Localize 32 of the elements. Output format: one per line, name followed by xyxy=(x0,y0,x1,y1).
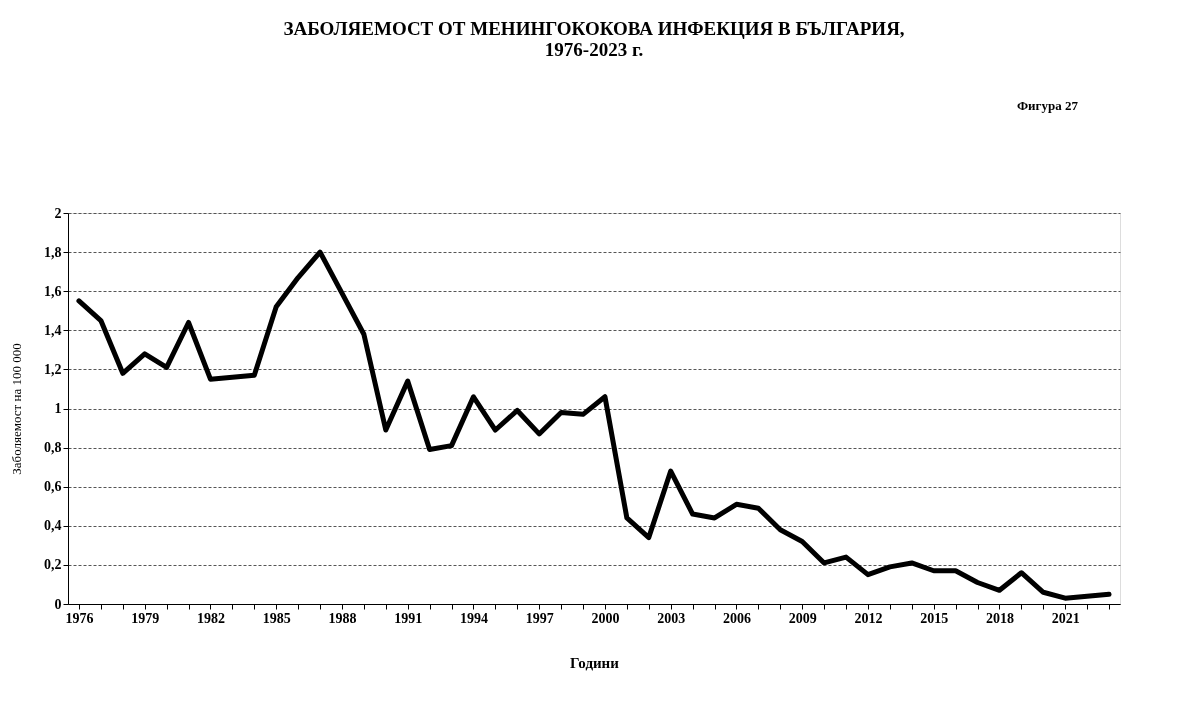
y-tick-label: 0,8 xyxy=(44,440,62,456)
y-tick-label: 1,8 xyxy=(44,244,62,260)
x-tick-label: 1994 xyxy=(459,610,488,626)
x-tick-label: 1997 xyxy=(525,610,554,626)
y-tick-label: 0,6 xyxy=(44,479,62,495)
y-tick-label: 0 xyxy=(54,596,62,612)
x-tick-label: 2015 xyxy=(920,610,949,626)
x-tick-label: 2021 xyxy=(1051,610,1080,626)
y-tick-label: 2 xyxy=(54,205,62,221)
text: Фигура 27 xyxy=(1016,98,1079,113)
y-tick-label: 1 xyxy=(54,401,62,416)
text: ЗАБОЛЯЕМОСТ ОТ МЕНИНГОКОКОВА ИНФЕКЦИЯ В БЪЛГАРИЯ, xyxy=(283,18,905,39)
x-tick-label: 2000 xyxy=(591,610,620,626)
x-tick-label: 1979 xyxy=(131,610,160,626)
y-tick-label: 0,4 xyxy=(44,518,62,534)
x-axis-title: Години xyxy=(570,654,620,671)
y-tick-label: 1,2 xyxy=(44,361,62,377)
y-axis-title: Заболяемост на 100 000 xyxy=(9,343,24,475)
x-tick-label: 2009 xyxy=(788,610,817,626)
x-tick-label: 1988 xyxy=(328,610,357,626)
x-tick-label: 2012 xyxy=(854,610,883,626)
text: 1976-2023 г. xyxy=(544,39,644,60)
x-tick-label: 2003 xyxy=(657,610,686,626)
y-tick-label: 1,6 xyxy=(44,283,62,299)
x-tick-label: 1985 xyxy=(262,610,291,626)
y-tick-label: 1,4 xyxy=(44,322,62,338)
x-tick-label: 1976 xyxy=(65,610,94,626)
y-tick-label: 0,2 xyxy=(44,557,62,573)
x-tick-label: 2006 xyxy=(722,610,751,626)
x-tick-label: 1982 xyxy=(196,610,225,626)
x-tick-label: 1991 xyxy=(394,610,423,626)
x-tick-label: 2018 xyxy=(985,610,1014,626)
